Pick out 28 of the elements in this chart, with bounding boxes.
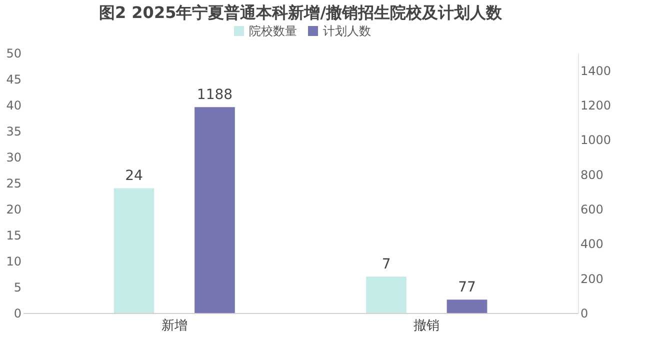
y-tick-label: 20 [6,202,22,216]
y-tick-label: 5 [14,280,22,294]
y-tick-label: 25 [6,176,22,190]
data-label: 1188 [196,87,233,104]
y2-tick-label: 1400 [580,64,612,78]
y-tick-label: 0 [14,306,22,320]
y2-tick-label: 0 [580,306,588,320]
y2-tick-label: 800 [580,168,604,182]
data-label: 7 [382,256,391,273]
y-tick-label: 30 [6,150,22,164]
data-label: 77 [458,280,476,296]
x-tick-label: 撤销 [414,318,440,334]
y-tick-label: 15 [6,228,22,242]
y2-tick-label: 1200 [580,98,612,112]
y-tick-label: 50 [6,46,22,60]
y-tick-label: 45 [6,72,22,86]
x-tick-label: 新增 [161,318,188,334]
data-label: 24 [125,168,143,184]
y-tick-label: 40 [6,98,22,112]
y2-tick-label: 400 [580,237,604,252]
chart-title: 图2 2025年宁夏普通本科新增/撤销招生院校及计划人数 [98,3,504,22]
y2-tick-label: 600 [580,202,604,216]
y2-tick-label: 1000 [580,133,612,148]
y2-tick-label: 200 [580,272,604,286]
legend-label: 院校数量 [249,24,297,38]
legend-label: 计划人数 [323,24,371,38]
y-tick-label: 10 [6,254,22,268]
y-tick-label: 35 [6,124,22,138]
